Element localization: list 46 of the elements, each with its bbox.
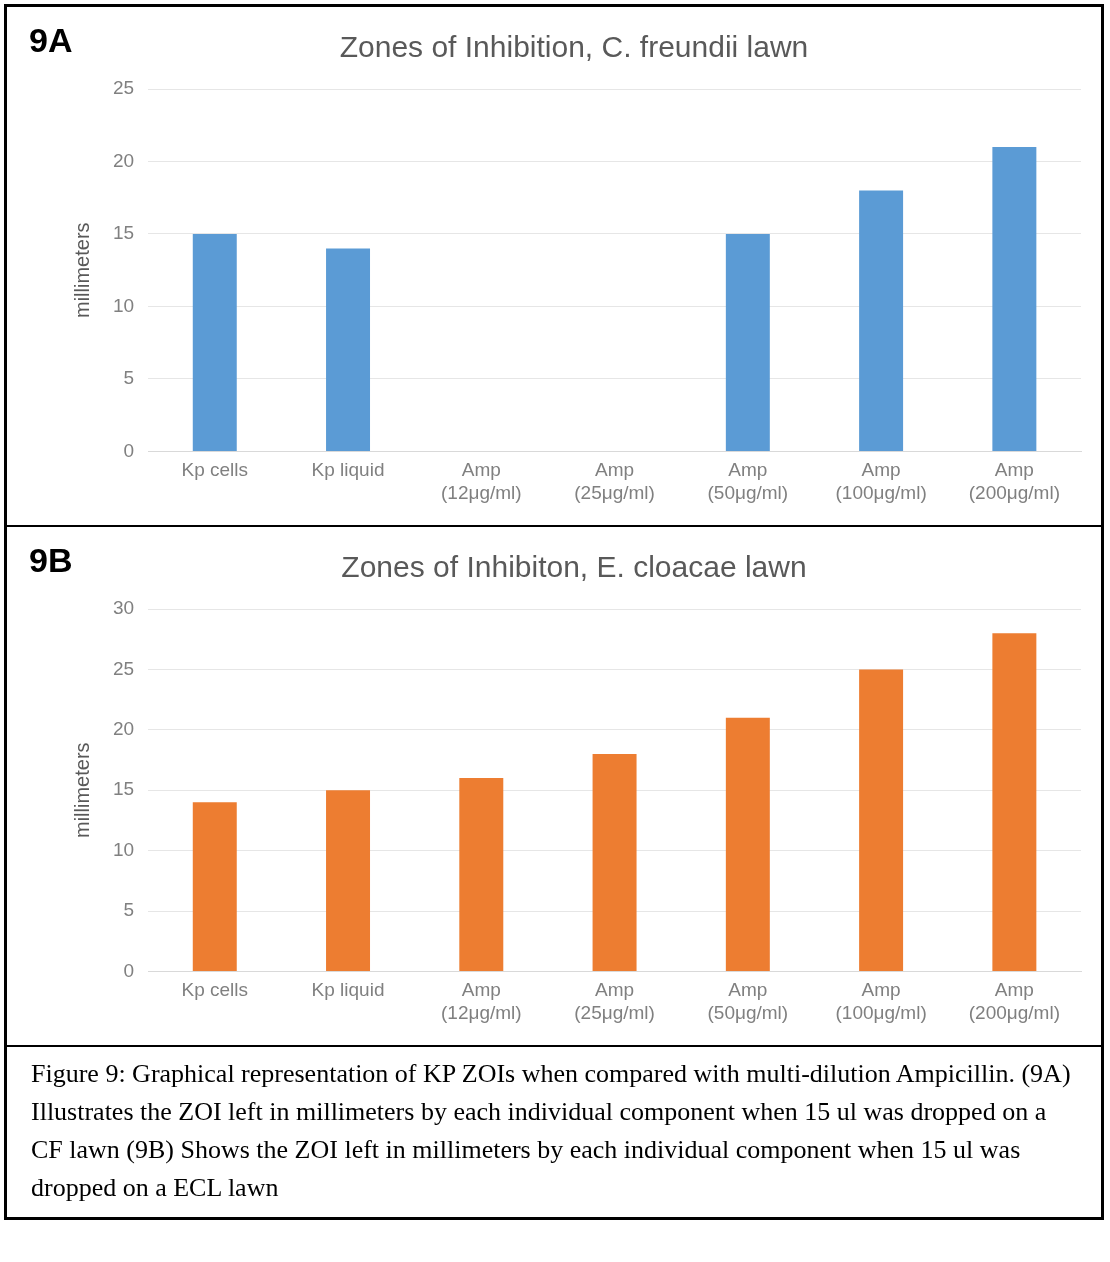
y-tick-label: 30 <box>112 597 135 619</box>
x-tick-label: Amp (25μg/ml) <box>574 979 655 1023</box>
x-tick-label: Amp (50μg/ml) <box>707 979 789 1023</box>
x-tick-label: Amp (12μg/ml) <box>440 459 522 503</box>
x-tick-label: Amp (12μg/ml) <box>440 979 522 1023</box>
caption: Figure 9: Graphical representation of KP ZOIs when compared with multi-dilution Ampicillin. (9A) Illustrates the ZOI left in millimeters by each individual component when 15 ul was dropped on a CF lawn (9B) Shows the ZOI left in millimeters by each individual component when 15 ul was dropped on a ECL lawn <box>30 1058 1072 1204</box>
bar <box>992 633 1037 971</box>
y-tick-label: 25 <box>112 77 135 99</box>
chart-title: Zones of Inhibition, C. freundii lawn <box>339 30 809 64</box>
y-tick-label: 20 <box>112 149 135 171</box>
y-tick-label: 0 <box>123 959 135 981</box>
y-tick-label: 5 <box>123 899 135 921</box>
chart-title: Zones of Inhibiton, E. cloacae lawn <box>341 550 807 584</box>
bar <box>326 248 371 451</box>
y-axis-title: millimeters <box>70 742 93 838</box>
x-tick-label: Amp (100μg/ml) <box>835 979 927 1023</box>
x-tick-label: Kp cells <box>181 979 249 1001</box>
y-tick-label: 20 <box>112 718 135 740</box>
x-tick-label: Amp (200μg/ml) <box>968 459 1060 503</box>
bar <box>725 717 770 971</box>
x-tick-label: Amp (200μg/ml) <box>968 979 1060 1023</box>
y-tick-label: 10 <box>112 294 135 316</box>
bar <box>859 669 904 971</box>
bar <box>326 790 371 971</box>
text: 9A <box>29 21 73 60</box>
x-tick-label: Amp (50μg/ml) <box>707 459 789 503</box>
y-axis-title: millimeters <box>70 222 93 318</box>
x-tick-label: Kp liquid <box>311 979 385 1001</box>
x-tick-label: Kp cells <box>181 459 249 481</box>
bar <box>992 146 1037 451</box>
bar <box>192 802 237 971</box>
bar <box>192 233 237 451</box>
bar <box>592 753 637 971</box>
y-tick-label: 10 <box>112 838 135 860</box>
bar <box>725 233 770 451</box>
x-tick-label: Amp (100μg/ml) <box>835 459 927 503</box>
y-tick-label: 15 <box>112 778 135 800</box>
x-tick-label: Amp (25μg/ml) <box>574 459 655 503</box>
bar <box>459 778 504 971</box>
y-tick-label: 15 <box>112 222 135 244</box>
bar <box>859 190 904 451</box>
y-tick-label: 0 <box>123 439 135 461</box>
y-tick-label: 25 <box>112 657 135 679</box>
y-tick-label: 5 <box>123 367 135 389</box>
text: 9B <box>29 541 73 580</box>
x-tick-label: Kp liquid <box>311 459 385 481</box>
